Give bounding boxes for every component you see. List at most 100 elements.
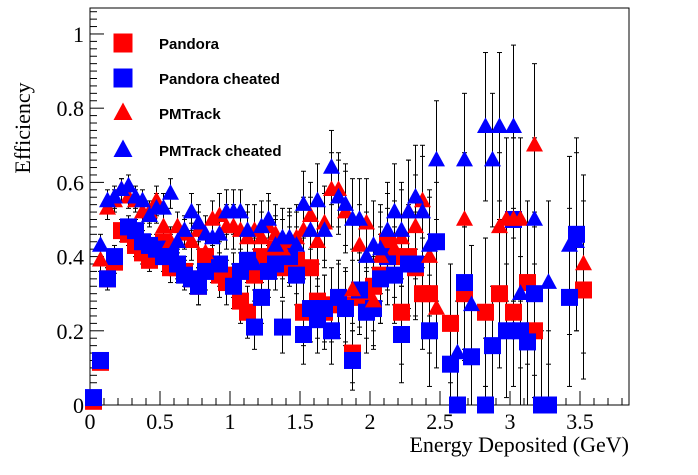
data-point-pmtrack	[155, 217, 172, 234]
data-point-pmtrack-cheated	[540, 273, 557, 289]
data-point-pandora-cheated	[407, 255, 424, 273]
data-point-pmtrack	[512, 210, 529, 226]
data-point-pmtrack	[421, 247, 438, 263]
data-point-pandora-cheated	[456, 274, 473, 292]
data-point-pandora-cheated	[463, 348, 480, 366]
data-point-pandora-cheated	[211, 255, 228, 273]
data-point-pmtrack-cheated	[358, 247, 375, 263]
data-point-pmtrack-cheated	[414, 202, 431, 219]
data-point-pmtrack-cheated	[260, 210, 277, 226]
data-point-pandora-cheated	[519, 333, 536, 351]
data-point-pandora-cheated	[526, 285, 543, 303]
data-point-pmtrack	[477, 302, 494, 319]
data-point-pmtrack-cheated	[456, 150, 473, 167]
data-point-pmtrack	[309, 232, 326, 249]
data-point-pandora-cheated	[393, 326, 410, 344]
data-point-pmtrack	[197, 243, 214, 260]
data-point-pandora-cheated	[386, 266, 403, 284]
data-point-pmtrack	[526, 135, 543, 152]
data-point-pmtrack-cheated	[316, 221, 333, 237]
data-point-pmtrack-cheated	[386, 202, 403, 219]
data-point-pandora-cheated	[274, 318, 291, 336]
data-point-pmtrack-cheated	[134, 191, 151, 208]
x-tick-label: 0.5	[146, 409, 174, 434]
data-point-pmtrack	[365, 291, 382, 308]
data-point-pandora	[246, 266, 263, 284]
legend-label-pandora: Pandora	[159, 36, 220, 53]
data-point-pandora-cheated	[106, 248, 123, 266]
plot-border	[89, 7, 630, 406]
legend-label-pmtrack-cheated: PMTrack cheated	[159, 143, 282, 160]
legend-label-pandora-cheated: Pandora cheated	[159, 71, 280, 88]
data-point-pmtrack-cheated	[351, 210, 368, 226]
data-point-pandora-cheated	[197, 262, 214, 280]
data-point-pmtrack	[456, 210, 473, 226]
data-point-pmtrack-cheated	[484, 150, 501, 167]
data-point-pmtrack-cheated	[323, 158, 340, 174]
data-point-pmtrack-cheated	[155, 198, 172, 215]
data-point-pmtrack	[379, 232, 396, 249]
x-tick-label: 3.5	[566, 409, 594, 434]
x-tick-label: 1	[225, 409, 236, 434]
data-point-pmtrack	[344, 280, 361, 297]
data-point-pandora-cheated	[246, 318, 263, 336]
x-tick-label: 1.5	[286, 409, 314, 434]
plot-frame	[89, 7, 630, 406]
data-point-pandora	[302, 259, 319, 277]
data-point-pmtrack-cheated	[162, 184, 179, 200]
data-point-pandora-cheated	[449, 396, 466, 414]
data-point-pmtrack-cheated	[400, 202, 417, 219]
data-point-pmtrack-cheated	[449, 343, 466, 360]
data-point-pmtrack-cheated	[491, 117, 508, 133]
data-point-pandora	[505, 303, 522, 321]
data-point-pandora-cheated	[421, 322, 438, 340]
legend: Pandora Pandora cheated PMTrack PMTrack che…	[113, 33, 282, 160]
data-point-pandora-cheated	[540, 396, 557, 414]
data-point-pmtrack-cheated	[92, 236, 109, 252]
data-point-pmtrack-cheated	[288, 236, 305, 252]
data-point-pandora-cheated	[498, 322, 515, 340]
data-point-pmtrack-cheated	[176, 221, 193, 237]
data-point-pmtrack-cheated	[512, 284, 529, 300]
data-point-pandora-cheated	[225, 277, 242, 295]
data-point-pmtrack-cheated	[407, 187, 424, 204]
data-point-pmtrack-cheated	[526, 210, 543, 226]
data-point-pmtrack-cheated	[281, 228, 298, 245]
legend-marker-pandora	[113, 33, 133, 53]
data-point-pmtrack-cheated	[309, 191, 326, 208]
data-point-pandora-cheated	[253, 288, 270, 306]
y-tick-label: 0.6	[57, 170, 85, 195]
data-point-pandora-cheated	[344, 351, 361, 369]
legend-label-pmtrack: PMTrack	[159, 106, 221, 123]
data-point-pandora-cheated	[288, 266, 305, 284]
data-point-pmtrack-cheated	[239, 221, 256, 237]
data-point-pmtrack-cheated	[393, 221, 410, 237]
data-point-pmtrack	[302, 206, 319, 223]
data-point-pandora-cheated	[477, 396, 494, 414]
data-point-pmtrack-cheated	[372, 239, 389, 256]
data-point-pandora-cheated	[267, 255, 284, 273]
data-point-pmtrack	[253, 228, 270, 245]
y-tick-label: 0.2	[57, 319, 85, 344]
y-tick-label: 1	[73, 22, 84, 47]
data-point-pmtrack-cheated	[169, 232, 186, 249]
data-point-pandora-cheated	[85, 389, 102, 407]
y-axis-title: Efficiency	[10, 82, 35, 173]
data-point-pandora-cheated	[323, 322, 340, 340]
data-point-pmtrack	[351, 236, 368, 252]
data-point-pmtrack	[92, 250, 109, 267]
legend-marker-pmtrack-cheated	[113, 139, 133, 157]
data-point-pandora	[575, 281, 592, 299]
data-point-pandora-cheated	[484, 337, 501, 355]
data-point-pmtrack	[407, 217, 424, 234]
x-tick-label: 2	[365, 409, 376, 434]
legend-marker-pmtrack	[113, 102, 133, 120]
data-point-pmtrack-cheated	[302, 221, 319, 237]
data-point-pandora	[239, 303, 256, 321]
data-point-pmtrack-cheated	[421, 236, 438, 252]
series-pandora-cheated	[85, 210, 585, 414]
data-point-pandora-cheated	[372, 270, 389, 288]
data-point-pmtrack-cheated	[505, 117, 522, 133]
data-point-pmtrack-cheated	[428, 150, 445, 167]
data-point-pmtrack-cheated	[246, 254, 263, 271]
